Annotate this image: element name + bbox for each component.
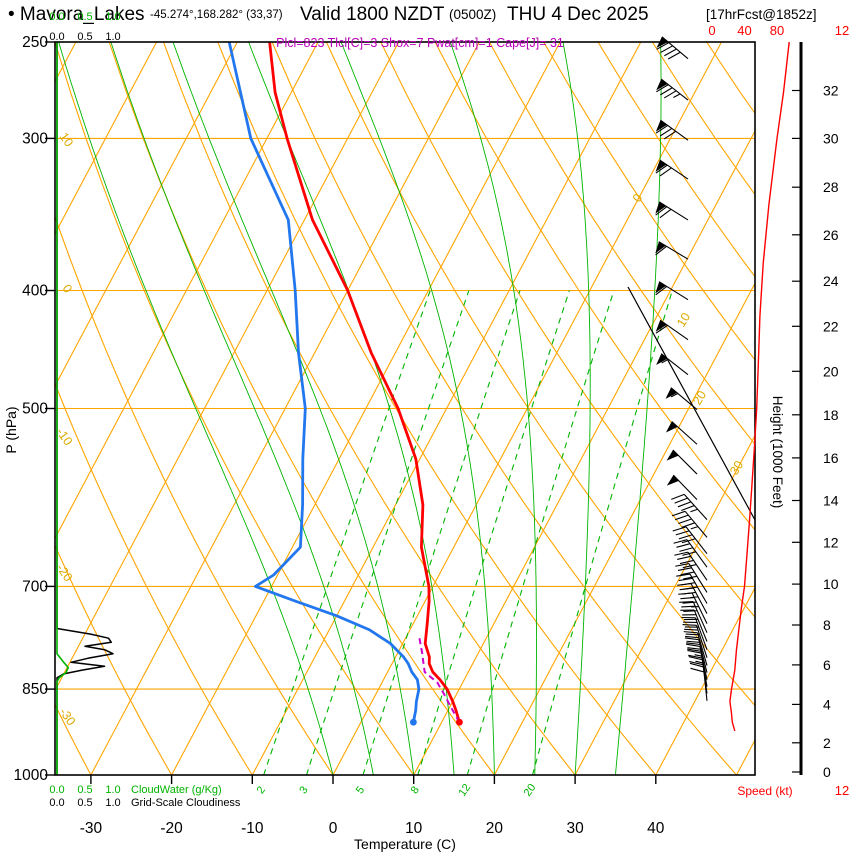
temp-tick-label: 40 xyxy=(647,820,665,837)
cloudiness-scale-top-1: 0.5 xyxy=(77,31,92,43)
temp-tick-label: -30 xyxy=(80,820,103,837)
height-tick-label: 20 xyxy=(823,363,839,379)
wind-barb xyxy=(671,491,707,529)
speed-tick-clipped-top: 12 xyxy=(835,23,849,38)
station-coords: -45.274°,168.282° (33,37) xyxy=(150,9,283,21)
forecast-tag: [17hrFcst@1852z] xyxy=(706,7,817,22)
dry-adiabat-label: 10 xyxy=(57,130,76,149)
mixing-ratio-line xyxy=(307,291,469,776)
station-name: • Mavora_Lakes xyxy=(8,4,145,25)
cloudiness-scale-top-2: 1.0 xyxy=(105,31,120,43)
cloudwater-scale-bot-0: 0.0 xyxy=(49,784,64,796)
pressure-tick-label: 250 xyxy=(22,34,48,51)
dry-adiabat-label: -30 xyxy=(56,705,78,728)
mixing-ratio-line xyxy=(264,291,431,776)
speed-tick-clipped-bottom: 12 xyxy=(835,783,849,798)
mixing-ratio-label: 20 xyxy=(522,782,539,799)
cloudwater-scale-bot-1: 0.5 xyxy=(77,784,92,796)
wind-barb xyxy=(664,450,697,483)
isotherm-label: 0 xyxy=(630,191,646,204)
cloudiness-label: Grid-Scale Cloudiness xyxy=(131,797,241,809)
mixing-ratio-label: 12 xyxy=(456,782,473,799)
height-tick-label: 24 xyxy=(823,273,839,289)
height-tick-label: 22 xyxy=(823,318,839,334)
height-tick-label: 6 xyxy=(823,657,831,673)
pressure-tick-label: 400 xyxy=(22,283,48,300)
isotherm-label: 10 xyxy=(674,310,693,329)
cloudwater-scale-top-0: 0.0 xyxy=(49,11,64,23)
mixing-ratio-line xyxy=(467,291,614,776)
height-tick-label: 26 xyxy=(823,227,839,243)
temp-tick-label: -10 xyxy=(241,820,264,837)
temperature-axis-label: Temperature (C) xyxy=(354,836,456,852)
temp-tick-label: 10 xyxy=(405,820,423,837)
mixing-ratio-label: 3 xyxy=(297,784,310,796)
cloudwater-label: CloudWater (g/Kg) xyxy=(131,784,222,796)
valid-time: Valid 1800 NZDT xyxy=(300,4,445,25)
dewpoint-curve xyxy=(229,42,419,722)
height-tick-label: 32 xyxy=(823,83,839,99)
height-tick-label: 30 xyxy=(823,130,839,146)
cloudwater-scale-top-1: 0.5 xyxy=(77,11,92,23)
height-tick-label: 14 xyxy=(823,493,839,509)
speed-tick-label: 40 xyxy=(737,23,751,38)
isotherm-label: 20 xyxy=(690,388,709,407)
speed-axis-label: Speed (kt) xyxy=(737,784,792,798)
height-axis-label: Height (1000 Feet) xyxy=(770,396,785,509)
mixing-ratio-line xyxy=(533,291,673,776)
temp-tick-label: 30 xyxy=(566,820,584,837)
valid-date: THU 4 Dec 2025 xyxy=(507,4,649,25)
cloudwater-scale-top-2: 1.0 xyxy=(105,11,120,23)
temp-tick-label: 0 xyxy=(329,820,338,837)
sounding-params-line: Plcl=823 Tlcl[C]=3 Shox=7 Pwat[cm]=1 Cap… xyxy=(276,36,564,50)
surface-dewpoint-dot xyxy=(410,719,417,726)
height-tick-label: 4 xyxy=(823,696,831,712)
pressure-axis-label: P (hPa) xyxy=(3,406,19,453)
speed-tick-label: 0 xyxy=(708,23,715,38)
pressure-tick-label: 300 xyxy=(22,130,48,147)
height-tick-label: 18 xyxy=(823,407,839,423)
temp-tick-label: 20 xyxy=(486,820,504,837)
temp-tick-label: -20 xyxy=(160,820,183,837)
height-tick-label: 28 xyxy=(823,179,839,195)
wind-barb xyxy=(664,422,697,454)
pressure-tick-label: 700 xyxy=(22,578,48,595)
cloudiness-scale-top-0: 0.0 xyxy=(49,31,64,43)
wind-barb xyxy=(653,120,688,151)
skewt-grid xyxy=(0,42,850,775)
height-tick-label: 0 xyxy=(823,764,831,780)
wind-barb xyxy=(653,160,688,190)
pressure-tick-label: 1000 xyxy=(14,767,49,784)
height-tick-label: 10 xyxy=(823,576,839,592)
cloudiness-scale-bot-1: 0.5 xyxy=(77,797,92,809)
mixing-ratio-label: 8 xyxy=(409,784,422,796)
cloudiness-scale-bot-0: 0.0 xyxy=(49,797,64,809)
wind-barb xyxy=(654,354,688,384)
pressure-tick-label: 850 xyxy=(22,681,48,698)
mixing-ratio-label: 2 xyxy=(255,784,268,796)
dry-adiabat-label: 0 xyxy=(60,282,75,296)
height-tick-label: 12 xyxy=(823,534,839,550)
height-tick-label: 2 xyxy=(823,735,831,751)
cloudiness-scale-bot-2: 1.0 xyxy=(105,797,120,809)
temperature-curve xyxy=(270,42,460,722)
wind-barb xyxy=(652,242,688,271)
wind-barb xyxy=(653,79,688,110)
height-tick-label: 16 xyxy=(823,450,839,466)
pressure-tick-label: 500 xyxy=(22,401,48,418)
surface-temp-dot xyxy=(456,719,463,726)
height-tick-label: 8 xyxy=(823,617,831,633)
valid-zulu: (0500Z) xyxy=(449,7,496,22)
generated-chart-layers: 0246810121416182022242628303225030040050… xyxy=(0,23,850,837)
speed-tick-label: 80 xyxy=(770,23,784,38)
wind-speed-curve xyxy=(730,42,789,731)
mixing-ratio-label: 5 xyxy=(354,784,367,796)
cloudwater-scale-bot-2: 1.0 xyxy=(105,784,120,796)
